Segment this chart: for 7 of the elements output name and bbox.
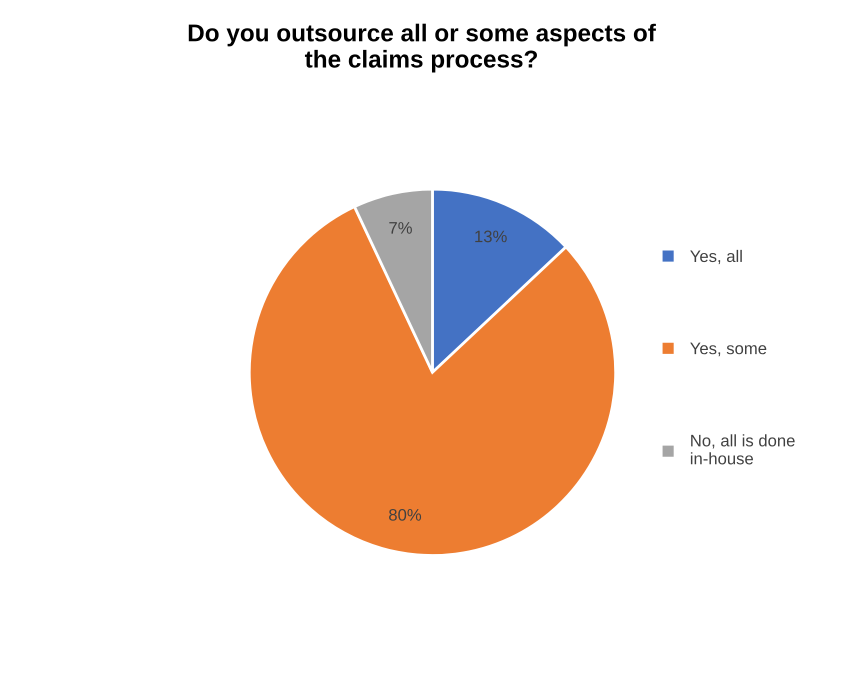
- legend-label: Yes, all: [690, 250, 742, 264]
- legend-label: Yes, some: [690, 342, 766, 356]
- legend-label: No, all is done in-house: [690, 434, 795, 464]
- data-label: 7%: [389, 222, 412, 234]
- data-label: 80%: [389, 508, 422, 521]
- chart-title: Do you outsource all or some aspects of the claims process?: [188, 24, 656, 73]
- data-label: 13%: [475, 230, 507, 242]
